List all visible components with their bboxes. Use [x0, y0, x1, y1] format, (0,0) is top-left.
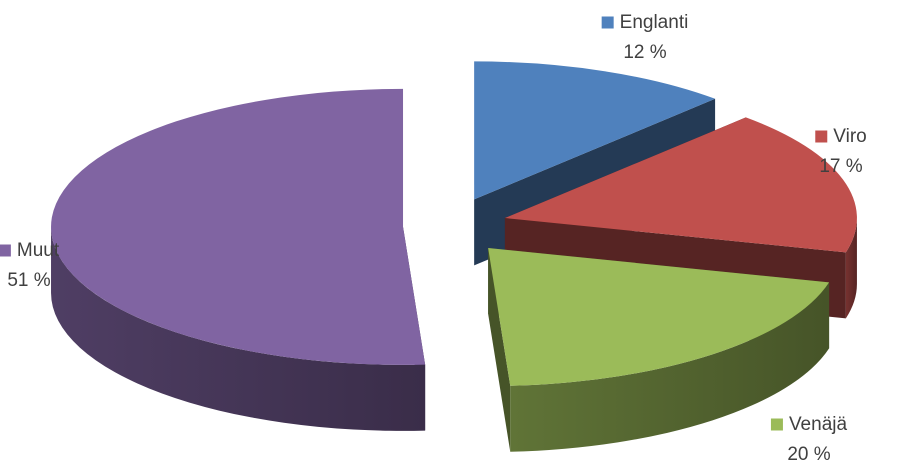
slice-muut: [51, 88, 426, 365]
label-value-englanti: 12 %: [623, 42, 666, 63]
label-name-englanti: Englanti: [620, 12, 689, 33]
label-name-viro: Viro: [833, 126, 866, 147]
label-value-viro: 17 %: [819, 156, 862, 177]
label-name-muut: Muut: [17, 240, 60, 261]
slice-rim-viro: [845, 218, 857, 319]
legend-marker-ven-j-: [770, 418, 783, 431]
slice-venäjä: [488, 248, 830, 386]
label-value-ven-j-: 20 %: [787, 444, 830, 465]
slice-rim-muut: [51, 226, 426, 431]
slice-rim-venäjä: [510, 282, 830, 452]
legend-marker-viro: [815, 130, 828, 143]
label-muut: Muut 51 %: [0, 240, 60, 291]
slice-labels: Englanti 12 % Viro 17 % Venäjä 20 % Muut 51 %: [0, 12, 867, 465]
slice-viro: [504, 117, 857, 253]
label-ven-j-: Venäjä 20 %: [770, 414, 848, 465]
label-viro: Viro 17 %: [815, 126, 867, 177]
slice-englanti: [474, 61, 716, 200]
slice-side-face-venäjä-1: [488, 248, 511, 452]
label-englanti: Englanti 12 %: [601, 12, 689, 63]
label-name-ven-j-: Venäjä: [789, 414, 848, 435]
slice-tops: [51, 61, 857, 386]
legend-marker-englanti: [601, 16, 614, 29]
label-value-muut: 51 %: [7, 270, 50, 291]
legend-marker-muut: [0, 244, 11, 257]
